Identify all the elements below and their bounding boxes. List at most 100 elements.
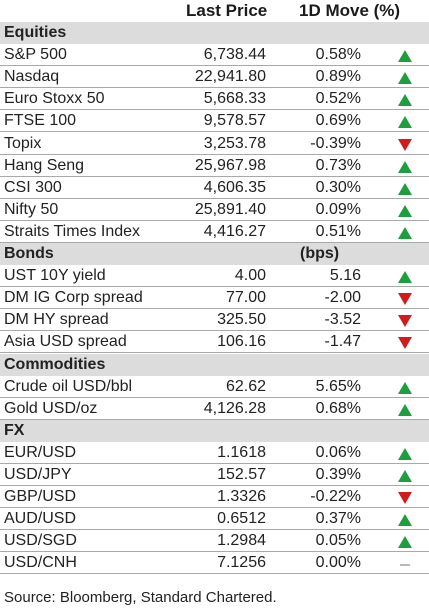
last-price: 4,416.27 — [203, 222, 266, 240]
one-day-move: 0.37% — [315, 510, 361, 528]
instrument-name: GBP/USD — [4, 488, 77, 506]
instrument-name: DM HY spread — [4, 311, 109, 329]
table-row: Nasdaq 22,941.80 0.89% — [0, 66, 429, 89]
last-price: 325.50 — [217, 311, 266, 329]
instrument-name: Euro Stoxx 50 — [4, 90, 105, 108]
instrument-name: AUD/USD — [4, 510, 77, 528]
instrument-name: DM IG Corp spread — [4, 289, 143, 307]
section-header: Equities — [0, 22, 429, 44]
down-arrow-icon — [397, 336, 413, 350]
last-price: 25,891.40 — [194, 200, 266, 218]
down-arrow-icon — [397, 491, 413, 505]
one-day-move: 0.30% — [315, 178, 361, 196]
up-arrow-icon — [397, 469, 413, 483]
table-row: CSI 300 4,606.35 0.30% — [0, 177, 429, 199]
last-price: 77.00 — [225, 289, 266, 307]
up-arrow-icon — [397, 447, 413, 461]
flat-dash-icon — [397, 557, 413, 571]
section-title: Equities — [4, 24, 67, 41]
up-arrow-icon — [397, 49, 413, 63]
instrument-name: UST 10Y yield — [4, 267, 106, 285]
last-price: 3,253.78 — [203, 134, 266, 152]
section-header: Commodities — [0, 353, 429, 376]
last-price: 1.1618 — [217, 443, 266, 461]
last-price: 22,941.80 — [194, 68, 266, 86]
instrument-name: Hang Seng — [4, 156, 85, 174]
up-arrow-icon — [397, 115, 413, 129]
table-row: AUD/USD 0.6512 0.37% — [0, 508, 429, 531]
up-arrow-icon — [397, 182, 413, 196]
one-day-move: 0.89% — [315, 68, 361, 86]
instrument-name: CSI 300 — [4, 178, 62, 196]
table-row: S&P 500 6,738.44 0.58% — [0, 44, 429, 67]
last-price: 4,126.28 — [203, 399, 266, 417]
one-day-move: 0.05% — [315, 532, 361, 550]
one-day-move: 0.09% — [315, 200, 361, 218]
table-row: FTSE 100 9,578.57 0.69% — [0, 110, 429, 133]
table-row: Asia USD spread 106.16 -1.47 — [0, 331, 429, 354]
last-price: 6,738.44 — [203, 46, 266, 64]
one-day-move: 0.51% — [315, 222, 361, 240]
one-day-move: 0.73% — [315, 156, 361, 174]
table-row: Crude oil USD/bbl 62.62 5.65% — [0, 376, 429, 398]
last-price: 1.3326 — [217, 488, 266, 506]
up-arrow-icon — [397, 513, 413, 527]
instrument-name: S&P 500 — [4, 46, 67, 64]
instrument-name: Asia USD spread — [4, 333, 127, 351]
instrument-name: FTSE 100 — [4, 112, 77, 130]
last-price: 5,668.33 — [203, 90, 266, 108]
one-day-move: 0.68% — [315, 399, 361, 417]
up-arrow-icon — [397, 226, 413, 240]
table-row: GBP/USD 1.3326 -0.22% — [0, 486, 429, 509]
last-price: 106.16 — [217, 333, 266, 351]
down-arrow-icon — [397, 138, 413, 152]
one-day-move: -3.52 — [324, 311, 361, 329]
up-arrow-icon — [397, 403, 413, 417]
one-day-move: -2.00 — [324, 289, 361, 307]
one-day-move: 0.52% — [315, 90, 361, 108]
last-price: 4,606.35 — [203, 178, 266, 196]
one-day-move: -1.47 — [324, 333, 361, 351]
section-header: FX — [0, 419, 429, 442]
last-price: 0.6512 — [217, 510, 266, 528]
table-row: USD/CNH 7.1256 0.00% — [0, 552, 429, 575]
one-day-move: 0.06% — [315, 443, 361, 461]
instrument-name: Nifty 50 — [4, 200, 59, 218]
one-day-move: 5.65% — [315, 377, 361, 395]
one-day-move: -0.39% — [310, 134, 361, 152]
header-last-price: Last Price — [186, 1, 268, 20]
table-row: DM IG Corp spread 77.00 -2.00 — [0, 287, 429, 310]
section-header: Bonds (bps) — [0, 243, 429, 265]
up-arrow-icon — [397, 93, 413, 107]
one-day-move: 0.39% — [315, 466, 361, 483]
table-row: USD/SGD 1.2984 0.05% — [0, 530, 429, 553]
last-price: 62.62 — [225, 377, 266, 395]
table-row: Nifty 50 25,891.40 0.09% — [0, 199, 429, 221]
down-arrow-icon — [397, 314, 413, 328]
instrument-name: USD/SGD — [4, 532, 77, 550]
last-price: 7.1256 — [217, 554, 266, 572]
up-arrow-icon — [397, 381, 413, 395]
table-row: DM HY spread 325.50 -3.52 — [0, 309, 429, 332]
instrument-name: Straits Times Index — [4, 222, 141, 240]
table-row: Straits Times Index 4,416.27 0.51% — [0, 221, 429, 243]
instrument-name: Topix — [4, 134, 42, 152]
section-title: Commodities — [4, 355, 106, 373]
one-day-move: -0.22% — [310, 488, 361, 506]
last-price: 1.2984 — [217, 532, 266, 550]
up-arrow-icon — [397, 270, 413, 284]
section-unit: (bps) — [300, 245, 340, 262]
table-row: Hang Seng 25,967.98 0.73% — [0, 155, 429, 177]
up-arrow-icon — [397, 535, 413, 549]
section-title: Bonds — [4, 245, 54, 262]
up-arrow-icon — [397, 204, 413, 218]
instrument-name: Gold USD/oz — [4, 399, 98, 417]
instrument-name: EUR/USD — [4, 443, 77, 461]
one-day-move: 0.00% — [315, 554, 361, 572]
last-price: 4.00 — [234, 267, 266, 285]
instrument-name: Nasdaq — [4, 68, 60, 86]
one-day-move: 0.58% — [315, 46, 361, 64]
last-price: 25,967.98 — [194, 156, 266, 174]
section-title: FX — [4, 421, 25, 439]
